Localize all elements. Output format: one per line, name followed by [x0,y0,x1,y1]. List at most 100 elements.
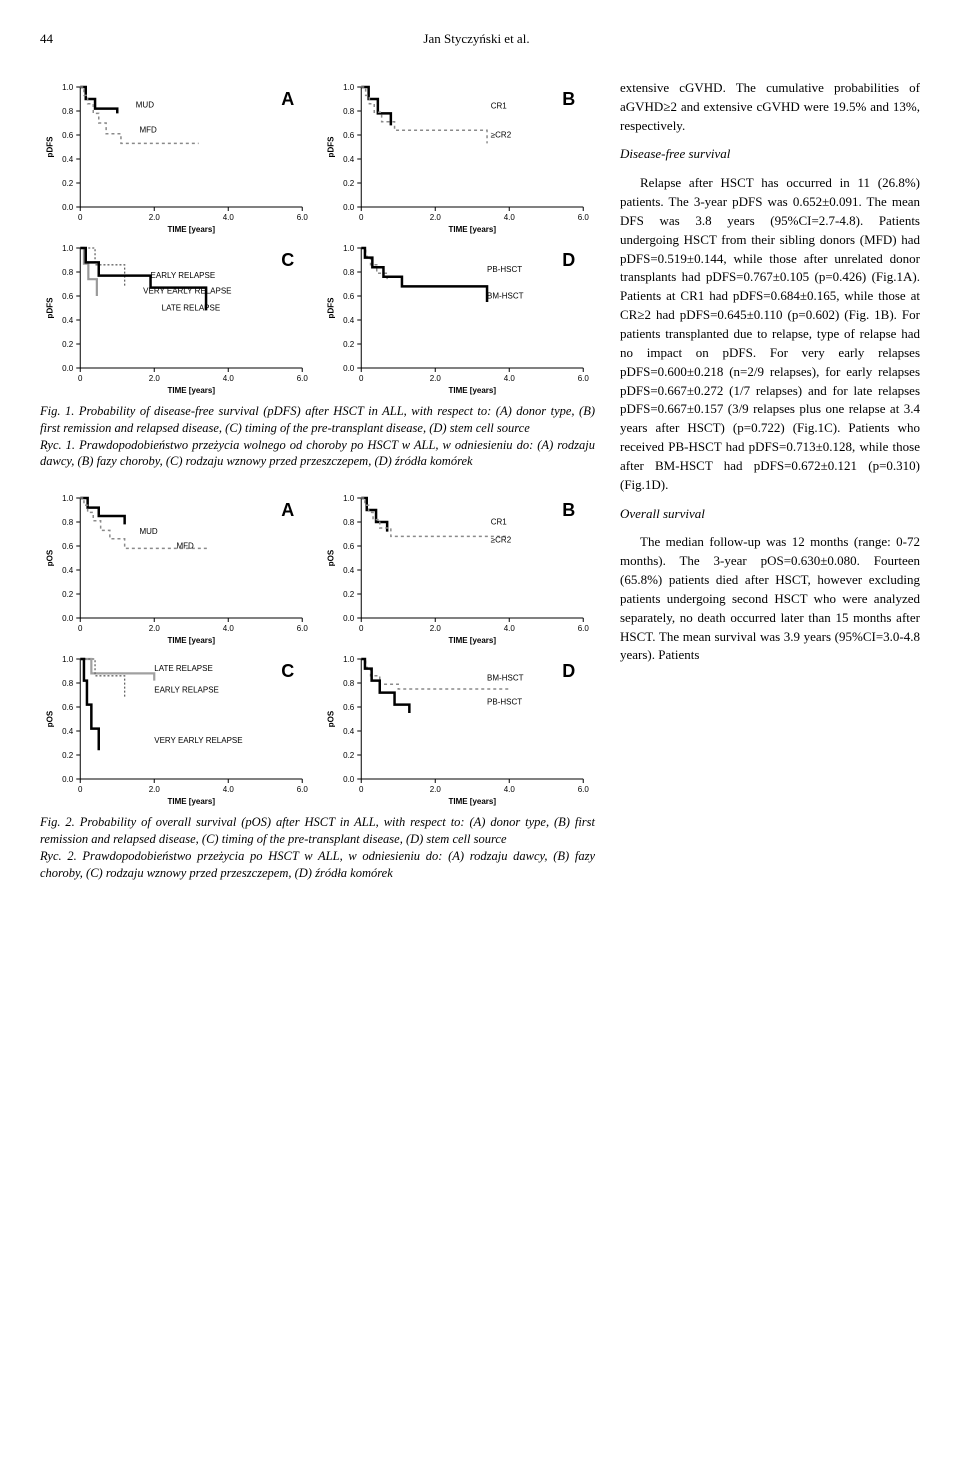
svg-text:TIME [years]: TIME [years] [448,636,496,645]
svg-text:0.2: 0.2 [343,751,355,760]
fig2-prefix: Fig. 2. [40,815,75,829]
svg-text:2.0: 2.0 [429,785,441,794]
svg-text:pOS: pOS [45,549,54,566]
fig2-panel-a: 0.00.20.40.60.81.002.04.06.0pOSTIME [yea… [40,490,315,645]
svg-text:pDFS: pDFS [45,297,54,319]
intro-paragraph: extensive cGVHD. The cumulative probabil… [620,79,920,136]
svg-text:pOS: pOS [326,549,335,566]
svg-text:0: 0 [359,785,364,794]
svg-text:0.2: 0.2 [62,751,74,760]
svg-text:TIME [years]: TIME [years] [167,225,215,234]
fig2-caption-en: Probability of overall survival (pOS) af… [40,815,595,846]
svg-text:4.0: 4.0 [223,624,235,633]
svg-text:EARLY RELAPSE: EARLY RELAPSE [154,686,219,695]
svg-text:C: C [281,250,294,270]
svg-text:0.8: 0.8 [343,518,355,527]
svg-text:PB-HSCT: PB-HSCT [487,265,522,274]
svg-text:1.0: 1.0 [343,494,355,503]
svg-text:1.0: 1.0 [62,494,74,503]
figure-1-caption: Fig. 1. Probability of disease-free surv… [40,403,595,471]
svg-text:0.6: 0.6 [343,131,355,140]
svg-text:B: B [562,500,575,520]
svg-text:0.6: 0.6 [62,292,74,301]
dfs-paragraph: Relapse after HSCT has occurred in 11 (2… [620,174,920,494]
svg-text:PB-HSCT: PB-HSCT [487,698,522,707]
svg-text:0.8: 0.8 [62,518,74,527]
svg-text:0.0: 0.0 [343,614,355,623]
svg-text:0.0: 0.0 [343,364,355,373]
right-column: extensive cGVHD. The cumulative probabil… [620,79,920,902]
svg-text:2.0: 2.0 [149,213,161,222]
svg-text:1.0: 1.0 [343,83,355,92]
fig2-panel-b: 0.00.20.40.60.81.002.04.06.0pOSTIME [yea… [321,490,596,645]
svg-text:TIME [years]: TIME [years] [448,225,496,234]
svg-text:0: 0 [359,374,364,383]
svg-text:4.0: 4.0 [223,785,235,794]
svg-text:0.2: 0.2 [62,340,74,349]
svg-text:pDFS: pDFS [45,136,54,158]
os-heading: Overall survival [620,505,920,524]
svg-text:pDFS: pDFS [326,136,335,158]
svg-text:pOS: pOS [326,710,335,727]
running-title: Jan Styczyński et al. [423,30,529,49]
svg-text:0.6: 0.6 [343,703,355,712]
figure-2-grid: 0.0 0.2 0.4 0.6 0.8 1.0 0 2.0 4.0 6.0 pOS TIME [yea… [40,490,595,806]
svg-text:2.0: 2.0 [149,624,161,633]
svg-text:BM-HSCT: BM-HSCT [487,674,524,683]
svg-text:1.0: 1.0 [343,244,355,253]
svg-text:4.0: 4.0 [503,624,515,633]
svg-text:6.0: 6.0 [297,624,309,633]
svg-text:LATE RELAPSE: LATE RELAPSE [154,664,213,673]
fig2-prefix-pl: Ryc. 2. [40,849,77,863]
fig1-prefix: Fig. 1. [40,404,74,418]
svg-text:4.0: 4.0 [503,213,515,222]
svg-text:0.8: 0.8 [62,268,74,277]
svg-text:≥CR2: ≥CR2 [490,536,511,545]
svg-text:0.4: 0.4 [343,316,355,325]
svg-text:0.2: 0.2 [62,179,74,188]
svg-text:0.8: 0.8 [62,679,74,688]
svg-text:0: 0 [78,785,83,794]
svg-text:TIME [years]: TIME [years] [167,386,215,395]
os-paragraph: The median follow-up was 12 months (rang… [620,533,920,665]
svg-text:CR1: CR1 [490,101,507,110]
svg-text:CR1: CR1 [490,518,507,527]
svg-text:TIME [years]: TIME [years] [448,386,496,395]
svg-text:0.6: 0.6 [62,542,74,551]
page-number: 44 [40,30,53,49]
svg-text:2.0: 2.0 [429,213,441,222]
svg-text:MUD: MUD [136,100,154,109]
svg-text:pDFS: pDFS [326,297,335,319]
svg-text:4.0: 4.0 [223,213,235,222]
svg-text:0: 0 [78,624,83,633]
svg-text:0.4: 0.4 [343,727,355,736]
svg-text:0.0: 0.0 [62,203,74,212]
svg-text:6.0: 6.0 [577,374,589,383]
svg-text:BM-HSCT: BM-HSCT [487,291,524,300]
svg-text:0.8: 0.8 [343,107,355,116]
svg-text:0.2: 0.2 [343,340,355,349]
dfs-heading: Disease-free survival [620,145,920,164]
svg-text:4.0: 4.0 [503,374,515,383]
svg-text:0.0: 0.0 [343,203,355,212]
svg-text:2.0: 2.0 [149,785,161,794]
svg-text:0.6: 0.6 [62,131,74,140]
svg-text:0.8: 0.8 [343,679,355,688]
svg-text:LATE RELAPSE: LATE RELAPSE [162,303,221,312]
svg-text:2.0: 2.0 [429,624,441,633]
fig2-panel-d: 0.00.20.40.60.81.002.04.06.0pOSTIME [yea… [321,651,596,806]
svg-text:6.0: 6.0 [297,785,309,794]
svg-text:1.0: 1.0 [62,655,74,664]
svg-text:0.8: 0.8 [62,107,74,116]
svg-text:0.2: 0.2 [343,590,355,599]
fig1-caption-pl: Prawdopodobieństwo przeżycia wolnego od … [40,438,595,469]
svg-text:0: 0 [78,374,83,383]
svg-text:4.0: 4.0 [223,374,235,383]
svg-text:2.0: 2.0 [149,374,161,383]
svg-text:6.0: 6.0 [577,785,589,794]
svg-text:0.0: 0.0 [62,775,74,784]
svg-text:MUD: MUD [139,527,157,536]
svg-text:0.4: 0.4 [343,155,355,164]
svg-text:0.8: 0.8 [343,268,355,277]
svg-text:1.0: 1.0 [62,244,74,253]
